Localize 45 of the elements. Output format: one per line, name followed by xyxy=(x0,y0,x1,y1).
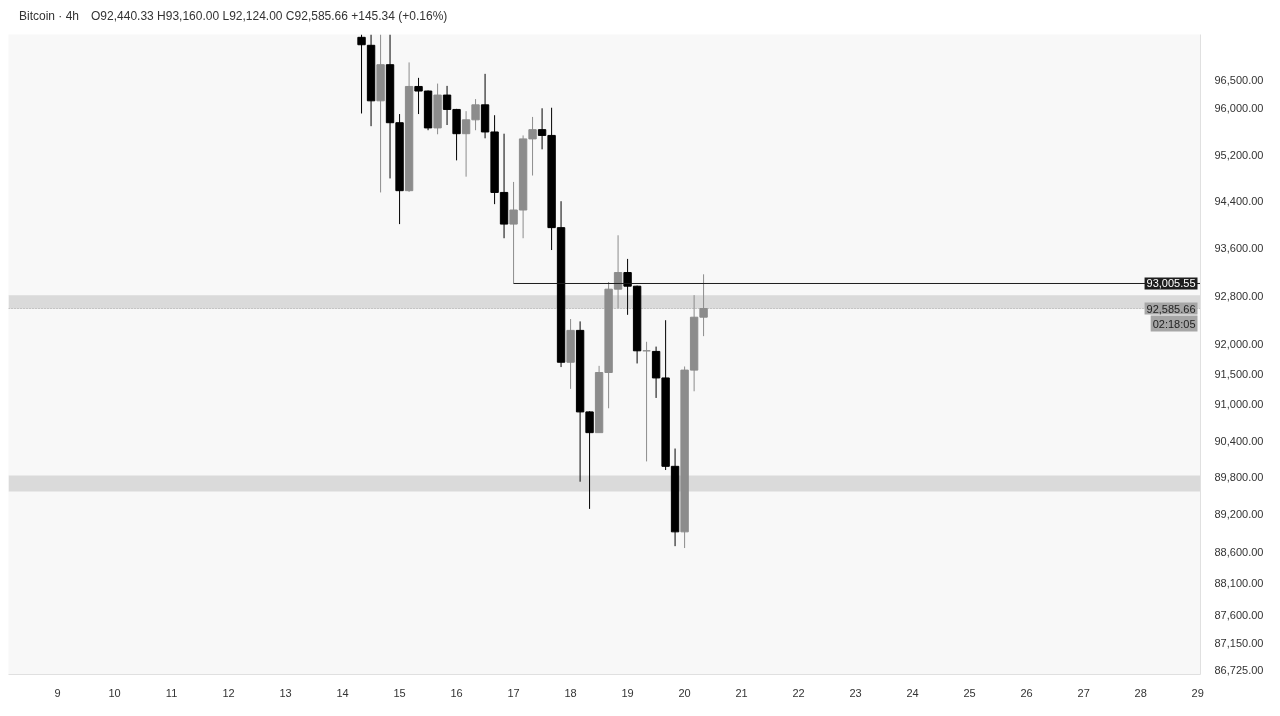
x-tick-label: 16 xyxy=(450,686,463,699)
x-tick-label: 14 xyxy=(336,686,349,699)
ref-line-label: 92,585.66 xyxy=(1146,302,1196,315)
y-tick-label: 87,150.00 xyxy=(1214,637,1264,650)
y-tick-label: 86,725.00 xyxy=(1214,664,1264,677)
x-tick-label: 27 xyxy=(1077,686,1090,699)
x-tick-label: 9 xyxy=(54,686,61,699)
x-tick-label: 24 xyxy=(906,686,919,699)
x-tick-label: 23 xyxy=(849,686,862,699)
x-tick-label: 19 xyxy=(621,686,634,699)
candlestick xyxy=(699,273,708,337)
x-tick-label: 26 xyxy=(1020,686,1033,699)
x-tick-label: 15 xyxy=(393,686,406,699)
chart-title: Bitcoin · 4h xyxy=(19,9,80,23)
y-tick-label: 88,600.00 xyxy=(1214,545,1264,558)
x-tick-label: 13 xyxy=(279,686,292,699)
y-tick-label: 95,200.00 xyxy=(1214,148,1264,161)
y-tick-label: 91,500.00 xyxy=(1214,367,1264,380)
y-tick-label: 93,600.00 xyxy=(1214,242,1264,255)
x-tick-label: 28 xyxy=(1134,686,1147,699)
y-tick-label: 87,600.00 xyxy=(1214,608,1264,621)
y-tick-label: 94,400.00 xyxy=(1214,195,1264,208)
x-tick-label: 29 xyxy=(1191,686,1204,699)
x-tick-label: 12 xyxy=(222,686,235,699)
x-tick-label: 11 xyxy=(165,686,178,699)
x-tick-label: 22 xyxy=(792,686,805,699)
y-tick-label: 89,200.00 xyxy=(1214,508,1264,521)
x-tick-label: 25 xyxy=(963,686,976,699)
y-tick-label: 96,000.00 xyxy=(1214,102,1264,115)
y-tick-label: 88,100.00 xyxy=(1214,577,1264,590)
x-tick-label: 10 xyxy=(108,686,121,699)
candlestick xyxy=(357,34,366,114)
y-tick-label: 89,800.00 xyxy=(1214,471,1264,484)
y-tick-label: 90,400.00 xyxy=(1214,434,1264,447)
x-tick-label: 17 xyxy=(507,686,520,699)
y-tick-label: 96,500.00 xyxy=(1214,73,1264,86)
chart-subtitle: O92,440.33 H93,160.00 L92,124.00 C92,585.66 +145.34 (+0.16%) xyxy=(91,9,448,23)
y-tick-label: 92,800.00 xyxy=(1214,289,1264,302)
x-tick-label: 21 xyxy=(735,686,748,699)
annotation: 02:18:05 xyxy=(1152,317,1196,330)
data-label: 93,005.55 xyxy=(1146,277,1196,290)
y-tick-label: 91,000.00 xyxy=(1214,398,1264,411)
x-tick-label: 18 xyxy=(564,686,577,699)
x-tick-label: 20 xyxy=(678,686,691,699)
y-tick-label: 92,000.00 xyxy=(1214,337,1264,350)
